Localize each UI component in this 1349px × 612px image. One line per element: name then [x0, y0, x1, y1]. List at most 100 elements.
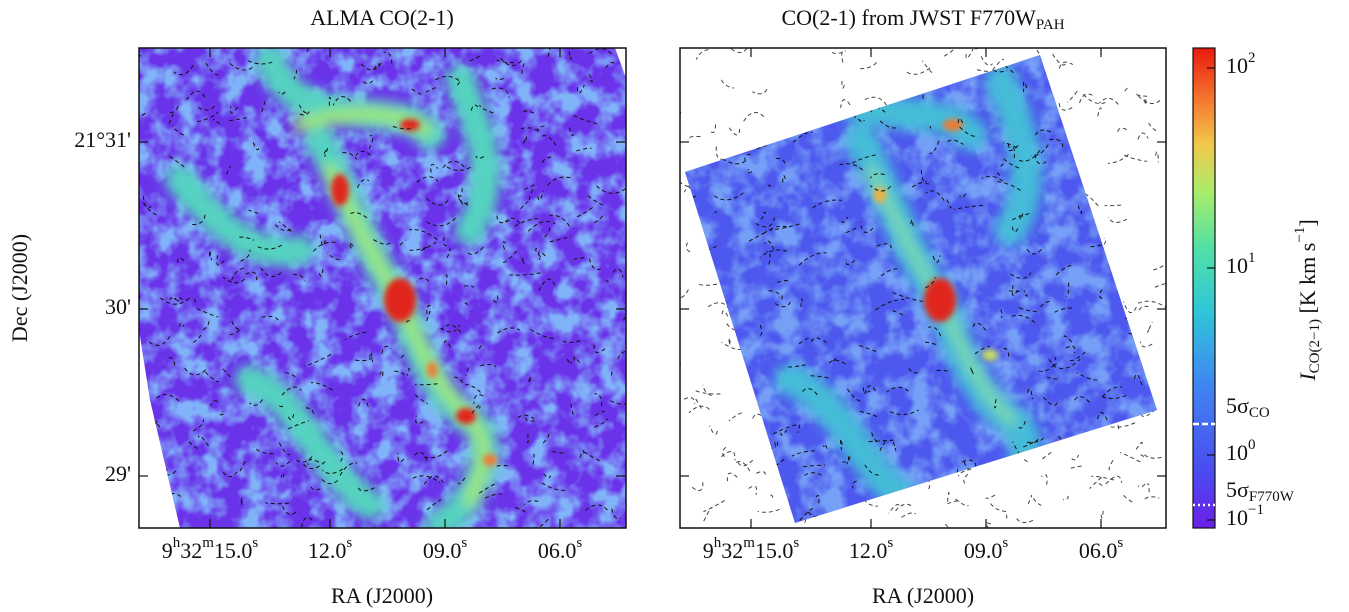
contour: [1144, 454, 1165, 459]
text-part: 32: [180, 538, 202, 563]
contour: [955, 498, 969, 507]
contour: [204, 371, 220, 383]
contour: [444, 274, 448, 285]
contour: [423, 475, 444, 485]
contour: [879, 440, 886, 452]
contour: [692, 156, 715, 163]
contour: [766, 184, 771, 188]
contour: [799, 55, 817, 65]
contour: [877, 497, 888, 505]
contour: [747, 232, 766, 243]
contour: [963, 473, 969, 485]
contour: [714, 211, 717, 214]
contour: [1040, 451, 1052, 462]
contour: [240, 249, 251, 262]
text-part: 10: [1226, 253, 1248, 278]
contour: [458, 197, 469, 206]
contour: [773, 510, 780, 518]
contour: [746, 105, 755, 116]
x-axis-label: RA (J2000): [331, 583, 433, 608]
contour: [921, 60, 933, 74]
contour: [1140, 454, 1144, 461]
contour: [355, 150, 371, 156]
contour: [184, 367, 207, 376]
contour: [774, 299, 792, 308]
contour: [892, 441, 897, 451]
contour: [313, 241, 338, 252]
contour: [972, 322, 988, 333]
contour: [357, 179, 370, 189]
contour: [525, 417, 535, 422]
contour: [172, 125, 184, 136]
contour: [1000, 347, 1010, 357]
contour: [381, 345, 392, 354]
contour: [574, 207, 593, 218]
contour: [222, 368, 232, 379]
contour: [500, 57, 524, 66]
contour: [683, 185, 690, 193]
text-part: m: [743, 535, 755, 551]
contour: [943, 49, 954, 57]
contour: [340, 450, 344, 462]
contour: [687, 135, 701, 141]
contour: [527, 220, 556, 232]
contour: [1137, 483, 1146, 488]
contour: [1058, 61, 1074, 69]
contour: [1048, 356, 1057, 366]
contour: [799, 508, 814, 521]
threshold-label: 5σF770W: [1226, 477, 1295, 505]
contour: [715, 146, 723, 160]
contour: [752, 413, 762, 419]
contour: [322, 468, 344, 474]
contour: [713, 192, 744, 201]
contour: [512, 218, 539, 229]
tick-marks: [139, 48, 1215, 528]
contour: [326, 252, 340, 260]
contour: [323, 147, 329, 157]
contour: [1041, 474, 1048, 485]
contour: [475, 155, 485, 159]
contour: [932, 487, 949, 493]
contour: [467, 246, 484, 255]
contour: [872, 519, 886, 523]
contour: [465, 367, 470, 376]
contour: [503, 217, 521, 225]
contour: [742, 109, 746, 120]
contour: [810, 337, 827, 344]
contour: [279, 405, 286, 407]
text-part: s: [887, 535, 893, 551]
y-tick-label: 30': [105, 294, 131, 319]
contour: [299, 109, 311, 116]
contour: [1000, 160, 1005, 167]
contour: [298, 104, 308, 114]
contour: [728, 412, 743, 422]
contour: [965, 48, 974, 59]
text-part: s: [461, 535, 467, 551]
contour: [685, 240, 691, 253]
contour: [423, 450, 448, 459]
contour: [702, 384, 712, 397]
contour: [229, 62, 254, 71]
contour: [292, 273, 306, 281]
contour: [1108, 90, 1116, 96]
contour: [1003, 514, 1008, 520]
contour: [858, 344, 877, 352]
contour: [692, 339, 698, 348]
contour: [192, 214, 206, 226]
text-part: [K km s: [1295, 243, 1320, 319]
contour: [868, 439, 894, 443]
contour: [520, 127, 539, 132]
contour: [1166, 491, 1182, 498]
contour: [680, 289, 689, 299]
x-tick-label: 9h32m15.0s: [162, 535, 259, 563]
contour: [446, 248, 451, 258]
contour: [667, 357, 682, 362]
contour: [862, 384, 871, 393]
contour: [156, 394, 180, 402]
contour: [876, 243, 892, 249]
contour: [860, 60, 878, 70]
contour: [509, 272, 541, 276]
contour: [544, 225, 551, 238]
contour: [537, 190, 544, 201]
contour: [201, 321, 210, 332]
